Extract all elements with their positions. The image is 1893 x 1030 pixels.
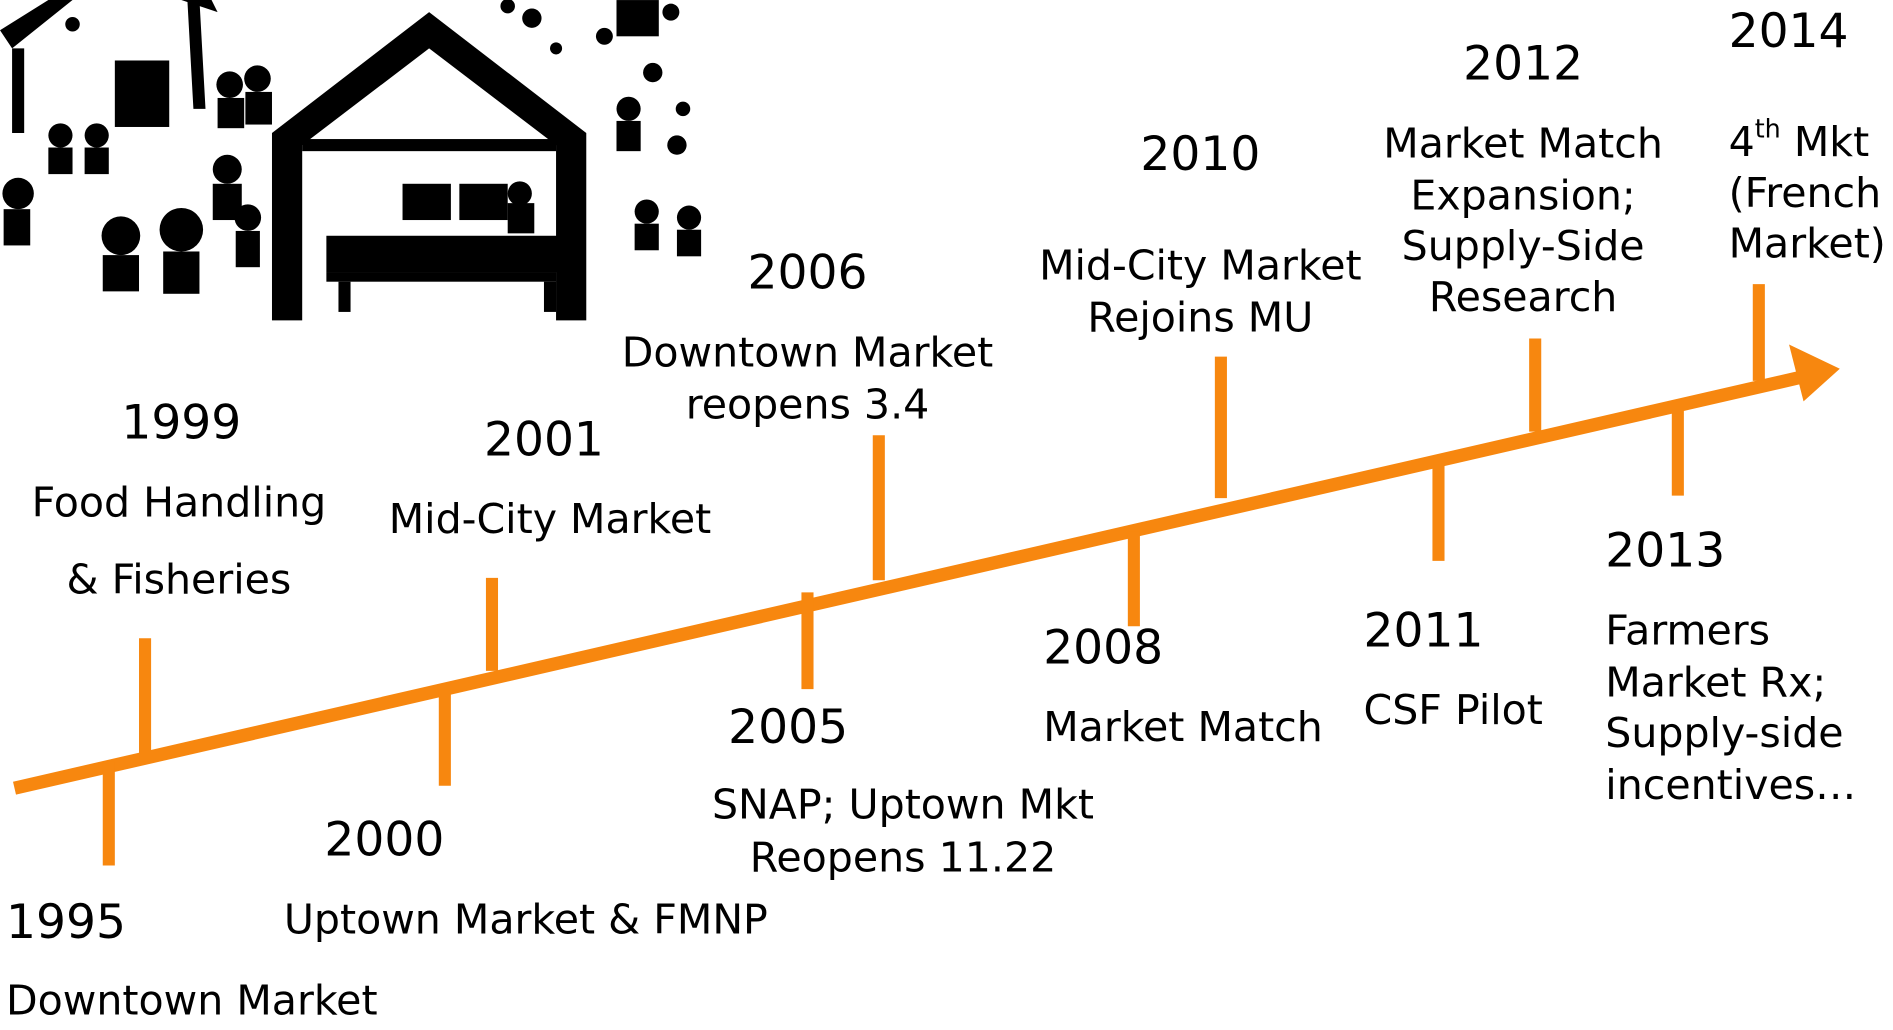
event-label: incentives… xyxy=(1605,761,1856,809)
event-year: 2011 xyxy=(1364,603,1484,658)
event-label: Rejoins MU xyxy=(1087,293,1313,341)
event-label: reopens 3.4 xyxy=(686,380,930,428)
event-label: Uptown Market & FMNP xyxy=(284,895,768,943)
event-year: 2012 xyxy=(1463,37,1583,92)
event-year: 2000 xyxy=(324,813,444,868)
event-label: Downtown Market xyxy=(622,328,994,376)
event-label: CSF Pilot xyxy=(1364,686,1543,734)
event-year: 1995 xyxy=(6,895,126,950)
label-superscript: th xyxy=(1755,114,1781,144)
event-year: 2001 xyxy=(484,412,604,467)
event-year: 2013 xyxy=(1605,524,1725,579)
arrowhead xyxy=(1789,345,1840,402)
event-label: Market) xyxy=(1729,220,1886,268)
event-label: Market Rx; xyxy=(1605,658,1826,706)
event-label: Research xyxy=(1429,273,1617,321)
page: {"events": [ {"year": "1995", "lines": [… xyxy=(0,0,1893,1030)
event-label: Supply-side xyxy=(1605,709,1843,757)
event-label: Expansion; xyxy=(1410,171,1635,219)
event-label: SNAP; Uptown Mkt xyxy=(712,781,1094,829)
event-year: 2014 xyxy=(1729,4,1849,59)
event-label: & Fisheries xyxy=(66,556,291,604)
event-label: Market Match xyxy=(1043,703,1323,751)
event-year: 2010 xyxy=(1140,127,1260,182)
event-label: (French xyxy=(1729,169,1882,217)
timeline: 1995 Downtown Market 1999 Food Handling & Fi… xyxy=(0,0,1893,1030)
event-label: Reopens 11.22 xyxy=(750,834,1057,882)
event-year: 2006 xyxy=(748,246,868,301)
event-label: Farmers xyxy=(1605,606,1770,654)
label-text: 4 xyxy=(1729,118,1755,166)
event-label: Supply-Side xyxy=(1402,222,1645,270)
event-label: Mid-City Market xyxy=(1039,241,1362,289)
event-label: Downtown Market xyxy=(6,976,378,1024)
event-year: 1999 xyxy=(121,396,241,451)
event-year: 2008 xyxy=(1043,620,1163,675)
event-label: Food Handling xyxy=(32,478,327,526)
market-illustration xyxy=(0,0,701,320)
event-label: 4th Mkt xyxy=(1729,114,1870,167)
event-label: Mid-City Market xyxy=(389,495,712,543)
label-text: Mkt xyxy=(1781,118,1869,166)
event-label: Market Match xyxy=(1383,119,1663,167)
event-year: 2005 xyxy=(728,700,848,755)
